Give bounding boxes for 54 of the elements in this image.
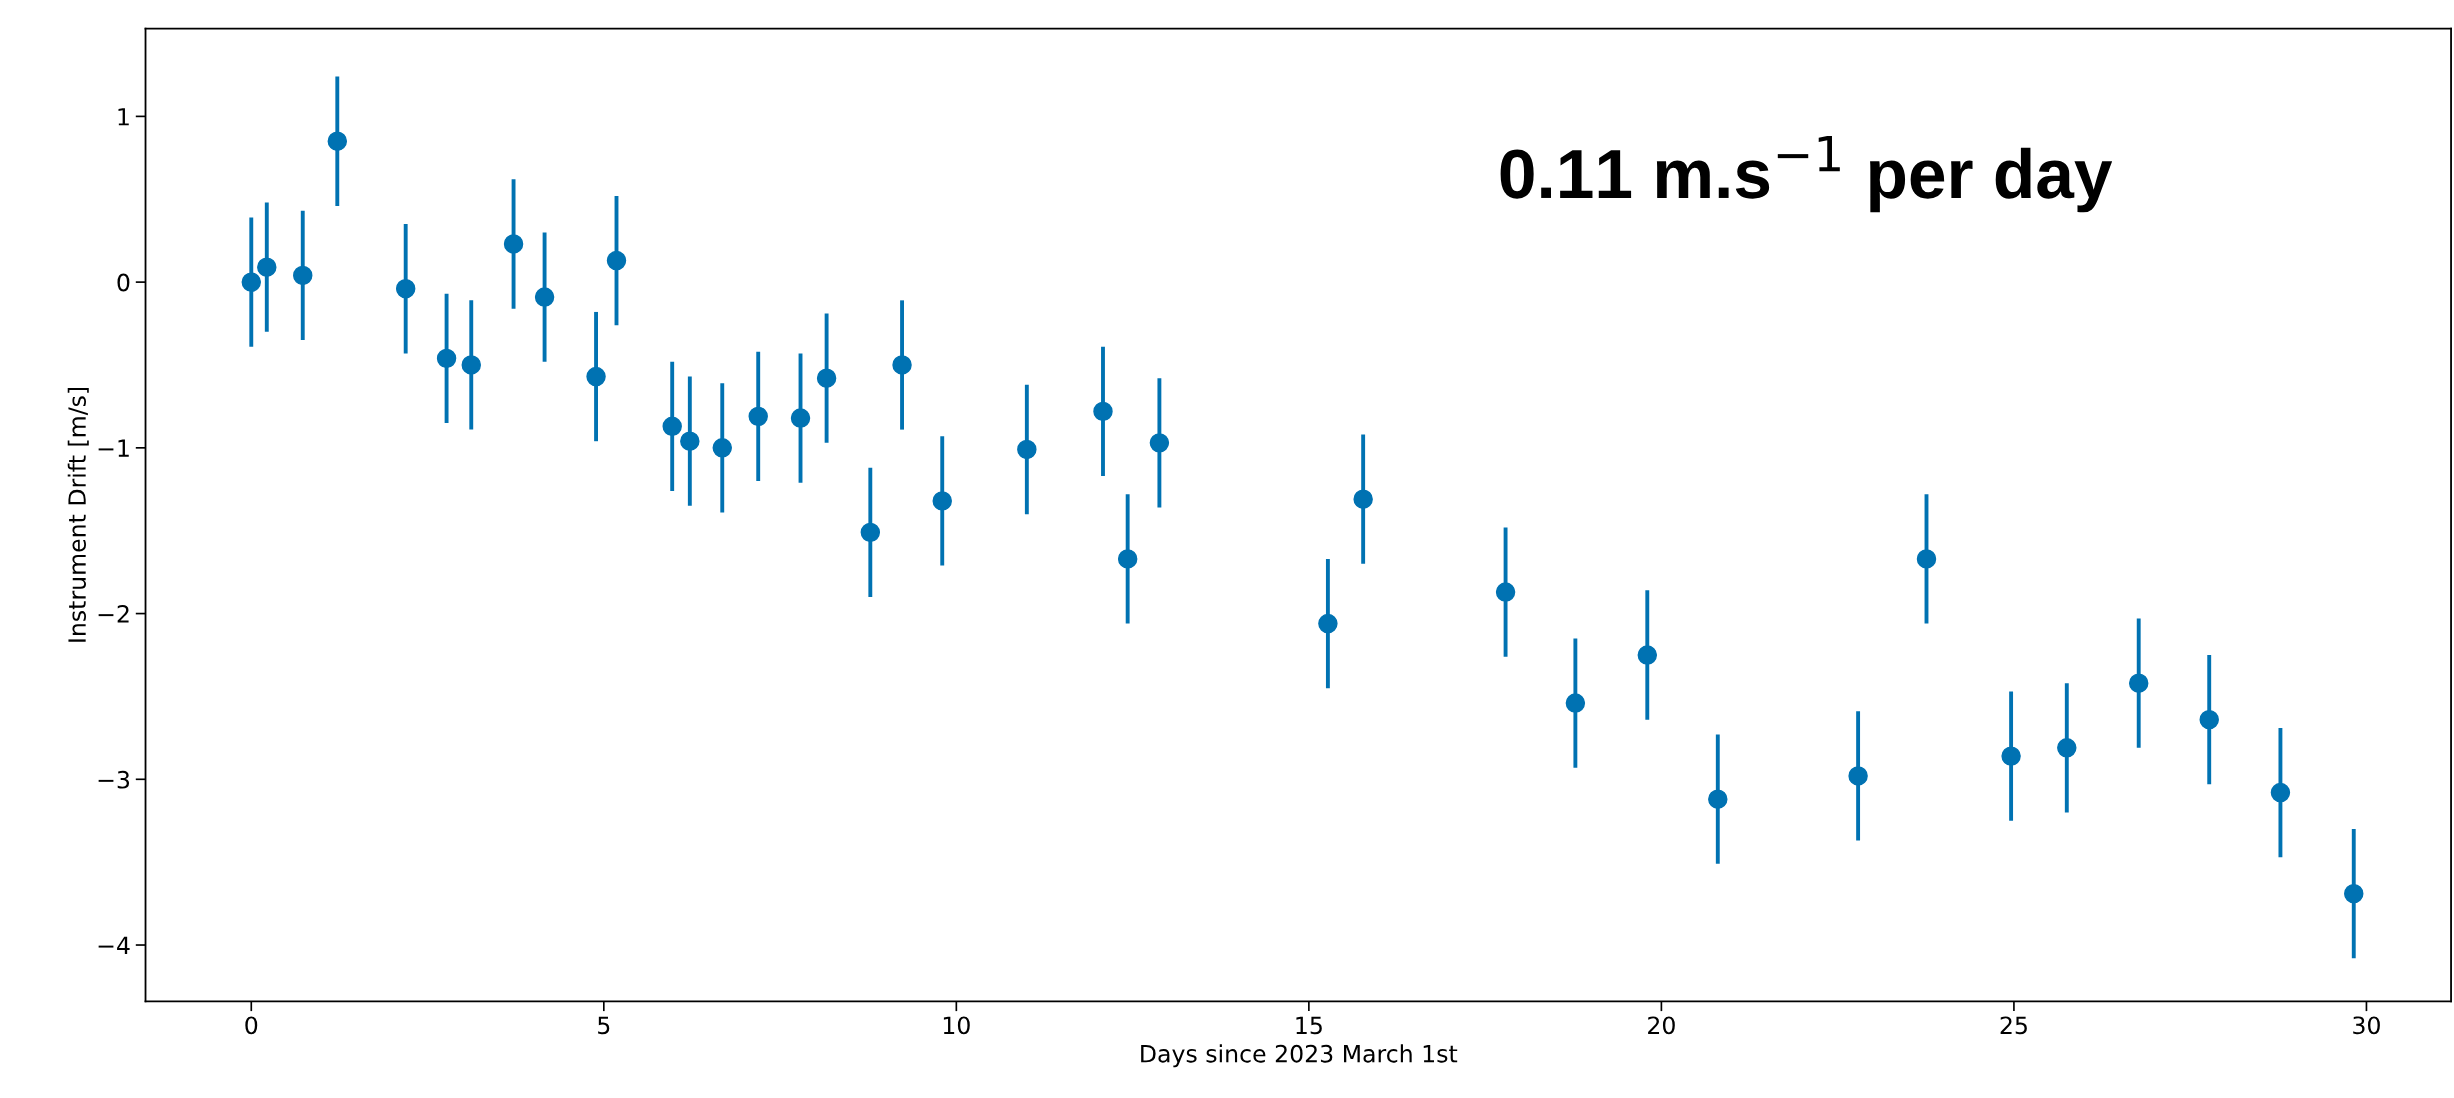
point: [860, 522, 881, 543]
point: [1318, 613, 1338, 634]
point: [816, 368, 837, 388]
point: [1149, 433, 1170, 453]
y-tick-label: −4: [98, 936, 130, 954]
point: [680, 431, 700, 451]
y-tick-label: −1: [98, 439, 129, 457]
x-axis-title: Days since 2023 March 1st: [1141, 1044, 1458, 1068]
point: [327, 131, 348, 151]
point: [1848, 766, 1868, 786]
point: [586, 366, 606, 387]
y-tick-label: −2: [98, 605, 129, 623]
y-tick-label: 0: [117, 273, 130, 292]
point: [1117, 549, 1138, 569]
point: [461, 355, 481, 375]
point: [712, 438, 732, 458]
point: [2057, 738, 2077, 758]
point: [1495, 582, 1516, 602]
point: [2270, 782, 2291, 803]
x-tick-label: 25: [2000, 1016, 2027, 1035]
point: [606, 250, 627, 271]
x-tick-label: 10: [943, 1016, 970, 1035]
point: [2344, 883, 2364, 904]
x-tick-label: 15: [1296, 1016, 1322, 1035]
x-tick-label: 0: [245, 1016, 258, 1035]
x-tick-label: 5: [598, 1016, 610, 1035]
point: [1708, 789, 1728, 809]
point: [241, 272, 262, 292]
point: [1565, 693, 1586, 713]
point: [892, 355, 912, 375]
point: [662, 416, 682, 437]
point: [1353, 489, 1373, 509]
y-axis-title: Instrument Drift [m/s]: [67, 387, 89, 642]
y-tick-label: 1: [118, 108, 129, 126]
point: [436, 348, 457, 369]
point: [2199, 709, 2219, 730]
point: [790, 408, 811, 428]
point: [2128, 673, 2149, 693]
point: [534, 287, 555, 307]
point: [932, 491, 952, 511]
x-tick-label: 30: [2353, 1016, 2380, 1035]
point: [1916, 549, 1937, 569]
x-tick-label: 20: [1648, 1016, 1675, 1035]
point: [395, 279, 416, 299]
y-tick-label: −3: [98, 770, 130, 789]
point: [1093, 401, 1113, 422]
annotation: 0.11 m.s$^{−1}$ per day: [1500, 135, 2113, 213]
point: [293, 265, 313, 286]
point: [1017, 439, 1037, 460]
point: [748, 406, 768, 427]
point: [1637, 645, 1658, 665]
point: [257, 257, 277, 277]
point: [503, 234, 524, 254]
point: [2001, 746, 2021, 766]
